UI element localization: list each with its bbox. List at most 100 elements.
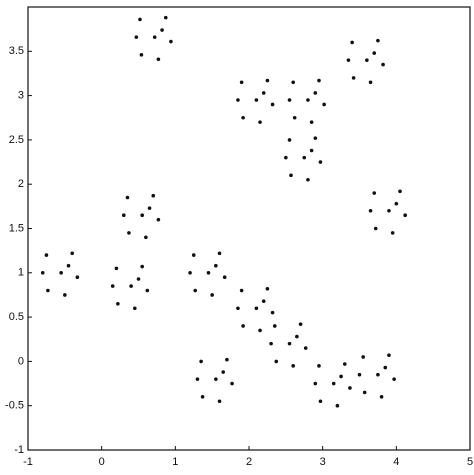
y-tick-label: 0: [18, 355, 24, 367]
point: [284, 155, 288, 160]
point: [394, 201, 399, 206]
point: [303, 346, 308, 350]
point: [298, 322, 303, 326]
point: [116, 302, 120, 306]
point: [46, 288, 50, 293]
point: [210, 293, 214, 297]
point: [193, 288, 198, 293]
point: [265, 78, 270, 83]
point: [147, 206, 152, 210]
point: [195, 377, 200, 381]
y-tick-label: 3.5: [9, 45, 24, 57]
point: [270, 310, 275, 315]
point: [346, 58, 351, 62]
point: [239, 80, 244, 85]
y-tick-label: 1.5: [9, 222, 24, 234]
point: [110, 284, 115, 288]
x-tick-label: 4: [393, 456, 399, 468]
point: [287, 341, 292, 346]
x-tick-label: 5: [467, 456, 473, 468]
point: [134, 35, 139, 39]
point: [140, 264, 144, 269]
point: [217, 399, 222, 404]
point: [306, 98, 310, 102]
point: [317, 78, 321, 83]
y-tick-label: -1: [14, 444, 24, 456]
point: [269, 341, 273, 346]
point: [136, 277, 141, 281]
point: [163, 15, 168, 20]
point: [261, 299, 266, 303]
point: [129, 284, 133, 288]
point: [217, 251, 222, 256]
y-tick-label: 3: [18, 90, 24, 102]
point: [331, 381, 336, 386]
point: [291, 80, 296, 85]
point: [390, 231, 395, 235]
point: [372, 191, 377, 195]
point: [383, 365, 388, 370]
point: [206, 271, 211, 275]
point: [403, 213, 407, 218]
point: [230, 381, 234, 386]
point: [348, 386, 352, 390]
point: [376, 372, 380, 377]
point: [313, 381, 318, 386]
point: [188, 271, 192, 275]
point: [295, 334, 299, 339]
point: [75, 275, 80, 280]
point: [66, 263, 71, 268]
point: [376, 38, 380, 43]
point: [70, 251, 74, 256]
point: [160, 28, 164, 32]
point: [239, 288, 244, 293]
x-tick-label: 0: [99, 456, 105, 468]
point: [258, 120, 262, 124]
point: [152, 35, 157, 39]
point: [151, 193, 156, 198]
y-tick-label: 0.5: [9, 311, 24, 323]
point: [63, 293, 67, 297]
point: [133, 306, 137, 311]
point: [114, 266, 119, 271]
x-tick-label: 1: [172, 456, 178, 468]
point: [292, 115, 297, 120]
point: [381, 62, 385, 67]
point: [270, 102, 275, 107]
point: [156, 217, 161, 222]
plot-frame: [27, 6, 471, 451]
y-tick-label: 2.5: [9, 134, 24, 146]
point: [140, 213, 144, 218]
point: [40, 271, 45, 275]
point: [313, 136, 318, 140]
point: [144, 235, 148, 240]
point: [309, 120, 314, 124]
point: [362, 390, 367, 395]
point: [138, 17, 142, 22]
point: [351, 76, 356, 80]
point: [365, 58, 369, 62]
point: [350, 40, 354, 45]
point: [302, 155, 307, 160]
point: [241, 324, 245, 328]
point: [291, 364, 296, 368]
point: [258, 328, 262, 333]
point: [169, 39, 173, 44]
point: [59, 271, 63, 275]
point: [318, 399, 323, 404]
point: [289, 173, 293, 178]
point: [272, 324, 277, 328]
point: [127, 231, 131, 235]
point: [317, 364, 321, 368]
point: [342, 362, 347, 366]
point: [125, 195, 130, 200]
point: [392, 377, 396, 381]
point: [387, 208, 391, 213]
point: [368, 208, 373, 213]
point: [309, 148, 314, 153]
point: [274, 359, 279, 364]
point: [191, 253, 196, 257]
point: [214, 377, 218, 381]
point: [225, 357, 229, 362]
